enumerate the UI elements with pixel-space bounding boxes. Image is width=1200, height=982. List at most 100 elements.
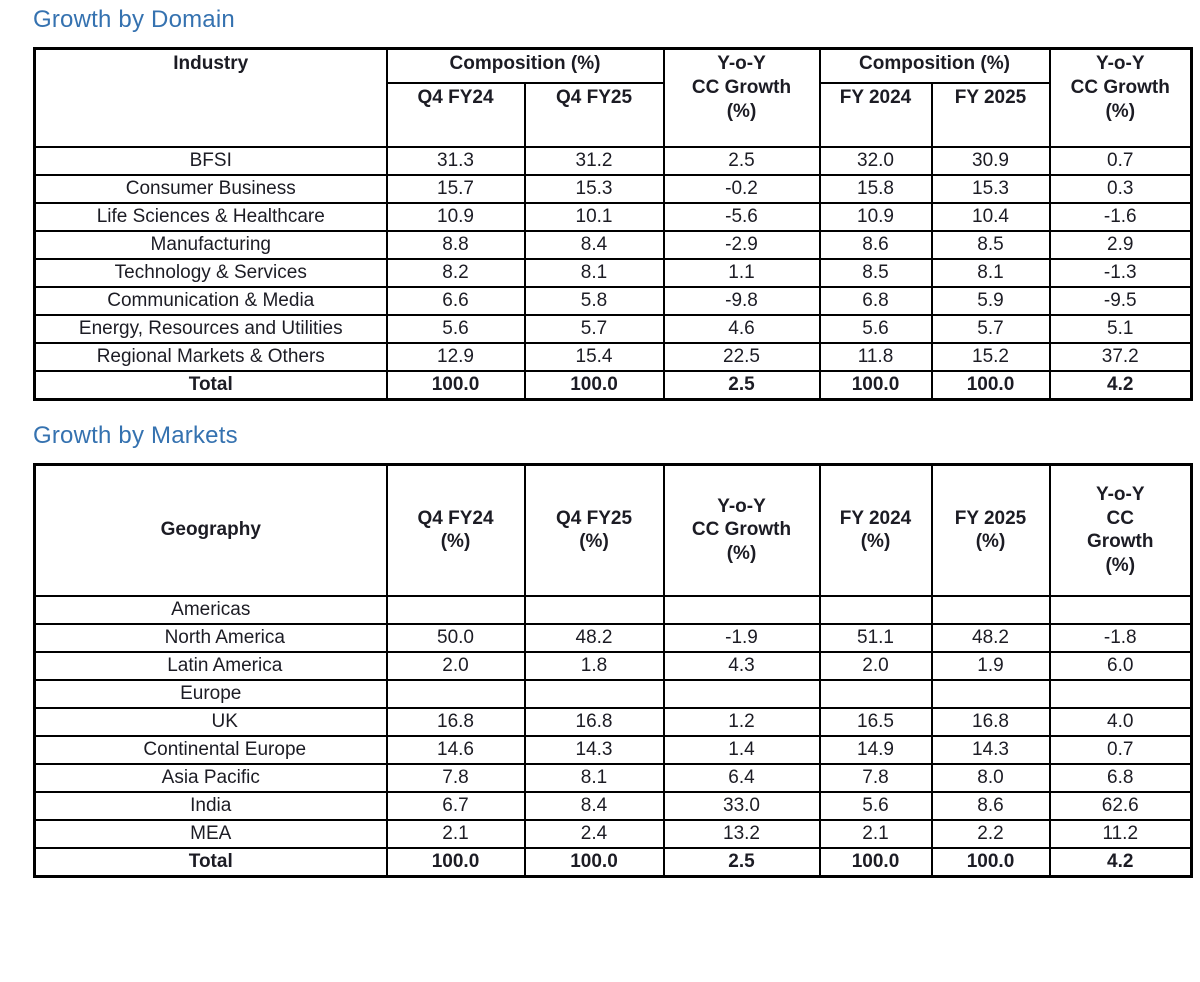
- cell-value: 14.3: [930, 735, 1051, 765]
- row-label: Asia Pacific: [33, 763, 388, 793]
- cell-value: 6.6: [385, 285, 526, 316]
- cell-value: 12.9: [385, 341, 526, 372]
- cell-value: 10.1: [523, 201, 665, 232]
- section-title-domain: Growth by Domain: [33, 6, 235, 33]
- cell-value: 100.0: [818, 369, 933, 400]
- cell-value: 11.2: [1048, 819, 1193, 849]
- row-label: India: [33, 791, 388, 821]
- cell-value: [930, 679, 1051, 709]
- cell-value: 16.8: [930, 707, 1051, 737]
- cell-value: [385, 679, 526, 709]
- cell-value: 48.2: [930, 623, 1051, 653]
- cell-value: 8.1: [523, 763, 665, 793]
- column-header-fy2025: FY 2025 (%): [930, 463, 1051, 597]
- cell-value: 2.9: [1048, 229, 1193, 260]
- cell-value: 100.0: [523, 847, 665, 878]
- cell-value: -1.6: [1048, 201, 1193, 232]
- cell-value: 1.4: [662, 735, 821, 765]
- cell-value: 6.4: [662, 763, 821, 793]
- cell-value: -9.8: [662, 285, 821, 316]
- cell-value: 15.4: [523, 341, 665, 372]
- cell-value: 100.0: [930, 847, 1051, 878]
- cell-value: 8.4: [523, 229, 665, 260]
- cell-value: 4.2: [1048, 369, 1193, 400]
- cell-value: 8.1: [523, 257, 665, 288]
- markets-table-header: Geography Q4 FY24 (%) Q4 FY25 (%) Y-o-Y …: [33, 463, 1193, 597]
- row-label: MEA: [33, 819, 388, 849]
- domain-table-header: Industry Composition (%) Y-o-Y CC Growth…: [33, 47, 1193, 148]
- cell-value: 13.2: [662, 819, 821, 849]
- cell-value: 5.6: [385, 313, 526, 344]
- cell-value: 8.8: [385, 229, 526, 260]
- cell-value: 2.5: [662, 145, 821, 176]
- cell-value: 7.8: [385, 763, 526, 793]
- cell-value: 51.1: [818, 623, 933, 653]
- table-row-total: Total 100.0 100.0 2.5 100.0 100.0 4.2: [33, 369, 1193, 400]
- table-row: India 6.7 8.4 33.0 5.6 8.6 62.6: [33, 791, 1193, 821]
- row-label: Americas: [33, 595, 388, 625]
- table-row: UK 16.8 16.8 1.2 16.5 16.8 4.0: [33, 707, 1193, 737]
- cell-value: 8.5: [930, 229, 1051, 260]
- table-row: MEA 2.1 2.4 13.2 2.1 2.2 11.2: [33, 819, 1193, 849]
- column-header-composition-fy: Composition (%): [818, 47, 1051, 84]
- cell-value: 8.5: [818, 257, 933, 288]
- cell-value: 8.6: [818, 229, 933, 260]
- cell-value: 1.1: [662, 257, 821, 288]
- column-header-fy2025: FY 2025: [930, 81, 1051, 148]
- cell-value: 11.8: [818, 341, 933, 372]
- cell-value: 10.9: [818, 201, 933, 232]
- cell-value: 4.6: [662, 313, 821, 344]
- cell-value: 30.9: [930, 145, 1051, 176]
- cell-value: 31.3: [385, 145, 526, 176]
- cell-value: 1.8: [523, 651, 665, 681]
- cell-value: -1.3: [1048, 257, 1193, 288]
- cell-value: 62.6: [1048, 791, 1193, 821]
- cell-value: 15.3: [930, 173, 1051, 204]
- cell-value: 100.0: [930, 369, 1051, 400]
- column-header-q4fy24: Q4 FY24: [385, 81, 526, 148]
- column-header-q4fy24: Q4 FY24 (%): [385, 463, 526, 597]
- cell-value: 8.4: [523, 791, 665, 821]
- table-row: Communication & Media 6.6 5.8 -9.8 6.8 5…: [33, 285, 1193, 316]
- cell-value: 100.0: [385, 847, 526, 878]
- cell-value: 14.6: [385, 735, 526, 765]
- cell-value: 2.4: [523, 819, 665, 849]
- cell-value: 15.2: [930, 341, 1051, 372]
- row-label: Europe: [33, 679, 388, 709]
- column-header-industry: Industry: [33, 47, 388, 148]
- row-label: Latin America: [33, 651, 388, 681]
- cell-value: 33.0: [662, 791, 821, 821]
- cell-value: [818, 679, 933, 709]
- column-header-yoy-cc-growth-quarter: Y-o-Y CC Growth (%): [662, 463, 821, 597]
- cell-value: 100.0: [818, 847, 933, 878]
- row-label: Total: [33, 369, 388, 400]
- cell-value: 2.5: [662, 847, 821, 878]
- cell-value: 1.9: [930, 651, 1051, 681]
- cell-value: 8.6: [930, 791, 1051, 821]
- cell-value: 100.0: [385, 369, 526, 400]
- cell-value: 4.2: [1048, 847, 1193, 878]
- cell-value: 2.1: [818, 819, 933, 849]
- column-header-fy2024: FY 2024 (%): [818, 463, 933, 597]
- cell-value: -1.8: [1048, 623, 1193, 653]
- column-header-geography: Geography: [33, 463, 388, 597]
- header-sub-row: Q4 FY24 Q4 FY25 FY 2024 FY 2025: [35, 81, 1192, 148]
- row-label: BFSI: [33, 145, 388, 176]
- table-row-section: Americas: [33, 595, 1193, 625]
- column-header-yoy-cc-growth-quarter: Y-o-Y CC Growth (%): [662, 47, 821, 148]
- row-label: North America: [33, 623, 388, 653]
- cell-value: 7.8: [818, 763, 933, 793]
- cell-value: 14.9: [818, 735, 933, 765]
- row-label: Continental Europe: [33, 735, 388, 765]
- growth-by-markets-table: Geography Q4 FY24 (%) Q4 FY25 (%) Y-o-Y …: [33, 462, 1193, 878]
- growth-by-domain-table: Industry Composition (%) Y-o-Y CC Growth…: [33, 47, 1193, 401]
- cell-value: 31.2: [523, 145, 665, 176]
- row-label: Consumer Business: [33, 173, 388, 204]
- row-label: Energy, Resources and Utilities: [33, 313, 388, 344]
- cell-value: [930, 595, 1051, 625]
- table-row-total: Total 100.0 100.0 2.5 100.0 100.0 4.2: [33, 847, 1193, 878]
- cell-value: 2.1: [385, 819, 526, 849]
- cell-value: 0.7: [1048, 735, 1193, 765]
- cell-value: 8.2: [385, 257, 526, 288]
